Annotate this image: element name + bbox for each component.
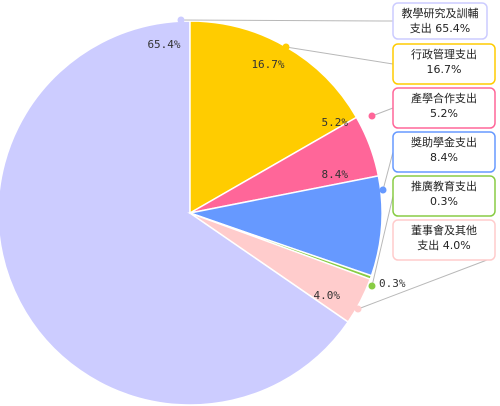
legend-box xyxy=(392,2,488,40)
legend-label: 8.4% xyxy=(430,151,458,164)
leader-dot xyxy=(354,305,362,313)
leader-dot xyxy=(368,282,376,290)
legend-box xyxy=(392,87,496,129)
legend-box xyxy=(392,131,496,173)
legend-label: 支出 65.4% xyxy=(410,21,470,35)
leader-dot xyxy=(282,43,290,51)
legend-box xyxy=(392,43,496,85)
leader-line xyxy=(357,259,488,310)
pie-slice xyxy=(187,174,383,277)
leader-dot xyxy=(177,16,185,24)
slice-value-label: 8.4% xyxy=(322,168,349,181)
legend-box xyxy=(392,219,496,261)
legend-label: 行政管理支出 xyxy=(411,47,477,61)
slice-value-label: 5.2% xyxy=(322,116,349,129)
pie-slice xyxy=(0,20,350,406)
slice-value-label: 4.0% xyxy=(314,289,341,302)
legend-label: 推廣教育支出 xyxy=(411,179,477,193)
leader-line xyxy=(371,107,394,117)
slice-value-label: 65.4% xyxy=(147,38,180,51)
legend-label: 16.7% xyxy=(427,63,462,76)
leader-line xyxy=(382,151,394,191)
legend-label: 教學研究及訓輔 xyxy=(402,6,479,20)
slice-value-label: 16.7% xyxy=(251,58,284,71)
leader-line xyxy=(180,19,394,22)
legend-label: 0.3% xyxy=(430,195,458,208)
slice-value-label: 0.3% xyxy=(379,277,406,290)
leader-line xyxy=(285,46,394,65)
legend-label: 支出 4.0% xyxy=(417,238,470,252)
legend-box xyxy=(392,175,496,217)
pie-slice xyxy=(189,212,372,323)
legend-label: 產學合作支出 xyxy=(411,91,477,105)
legend-label: 5.2% xyxy=(430,107,458,120)
leader-line xyxy=(371,195,394,287)
legend-label: 獎助學金支出 xyxy=(411,135,477,149)
legend-label: 董事會及其他 xyxy=(411,223,477,237)
leader-dot xyxy=(368,112,376,120)
leader-dot xyxy=(379,186,387,194)
